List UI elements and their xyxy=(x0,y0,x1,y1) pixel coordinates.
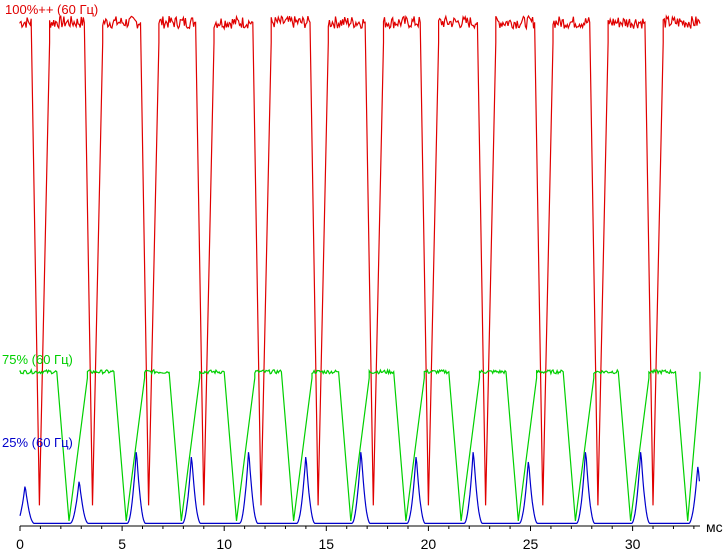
legend-label-green: 75% (60 Гц) xyxy=(2,352,73,367)
x-tick-label: 25 xyxy=(523,536,539,552)
x-tick-label: 15 xyxy=(319,536,335,552)
legend-label-blue: 25% (60 Гц) xyxy=(2,435,73,450)
x-axis-unit-label: мс xyxy=(706,519,723,535)
x-tick-label: 30 xyxy=(625,536,641,552)
x-tick-label: 20 xyxy=(421,536,437,552)
series-layer xyxy=(19,14,701,524)
series-line-1 xyxy=(19,367,701,521)
x-tick-label: 10 xyxy=(216,536,232,552)
x-tick-label: 0 xyxy=(16,536,24,552)
legend-label-red: 100%++ (60 Гц) xyxy=(5,2,98,17)
series-line-2 xyxy=(19,452,700,524)
series-line-0 xyxy=(19,14,701,506)
x-tick-label: 5 xyxy=(118,536,126,552)
x-ticks: 0 5 10 15 20 25 30 xyxy=(16,526,695,552)
